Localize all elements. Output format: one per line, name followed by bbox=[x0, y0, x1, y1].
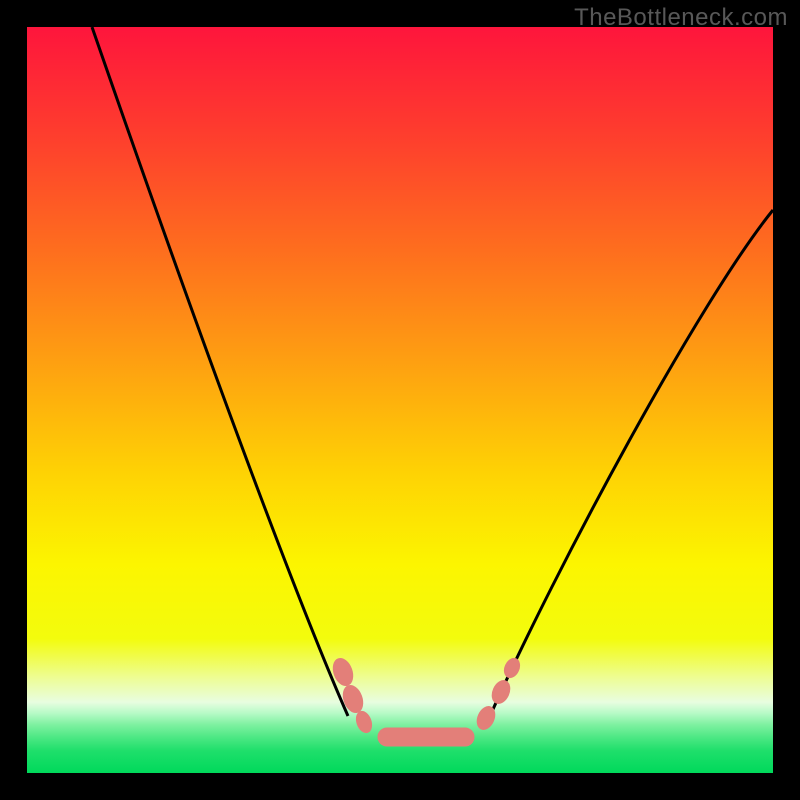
watermark-text: TheBottleneck.com bbox=[574, 4, 788, 32]
marker-capsule bbox=[378, 728, 474, 746]
chart-container: TheBottleneck.com bbox=[0, 0, 800, 800]
chart-svg bbox=[0, 0, 800, 800]
plot-background bbox=[27, 27, 773, 773]
